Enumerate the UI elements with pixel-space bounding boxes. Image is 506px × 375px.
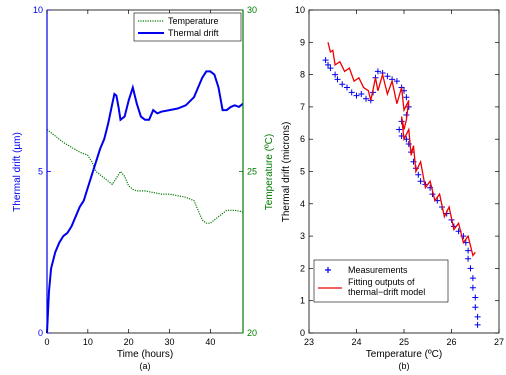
measurement-point [353, 92, 360, 99]
panel-b-ytick-label: 3 [300, 231, 305, 241]
panel-b-xtick-label: 23 [304, 337, 314, 347]
series-line-temperature [46, 129, 244, 224]
panel-b-ytick-label: 2 [300, 263, 305, 273]
measurement-point [472, 294, 479, 301]
legend-label-line: thermal−drift model [348, 287, 425, 297]
panel-b-xtick-label: 26 [446, 337, 456, 347]
measurement-point [469, 275, 476, 282]
measurement-point [474, 321, 481, 328]
panel-b-ytick-label: 4 [300, 199, 305, 209]
measurement-point [393, 78, 400, 85]
panel-a-frame [46, 9, 244, 334]
panel-b-ytick-label: 0 [300, 328, 305, 338]
panel-a-xtick-label: 10 [83, 337, 93, 347]
measurement-point [465, 255, 472, 262]
measurement-point [396, 126, 403, 133]
measurement-point [469, 284, 476, 291]
panel-a-legend: Temperature Thermal drift [133, 12, 242, 42]
panel-a-caption: (a) [140, 361, 151, 371]
panel-b-ytick-label: 6 [300, 134, 305, 144]
measurement-point [465, 247, 472, 254]
panel-b-ytick-label: 5 [300, 167, 305, 177]
panel-b-ylabel: Thermal drift (microns) [281, 122, 292, 223]
panel-b-ytick-label: 10 [295, 5, 305, 15]
panel-b-legend-label: Fitting outputs of thermal−drift model [348, 277, 425, 297]
measurement-point [384, 73, 391, 80]
panel-a-ytick-left-label: 0 [38, 328, 43, 338]
panel-b-ytick-label: 1 [300, 296, 305, 306]
panel-a-legend-box [133, 12, 242, 42]
measurement-point [417, 178, 424, 185]
measurement-point [325, 61, 331, 68]
measurement-point [474, 313, 481, 320]
panel-b-ytick-label: 8 [300, 70, 305, 80]
panel-b-legend-marker [325, 267, 331, 273]
measurement-point [334, 76, 341, 83]
panel-a-xtick-label: 40 [205, 337, 215, 347]
measurement-point [358, 91, 365, 97]
panel-b-ytick-label: 9 [300, 37, 305, 47]
panel-a-ytick-right-label: 30 [247, 5, 257, 15]
panel-b-legend-label: Measurements [348, 265, 408, 275]
measurement-point [322, 57, 329, 64]
panel-a-ytick-right-label: 20 [247, 328, 257, 338]
measurement-point [339, 81, 346, 88]
panel-a-legend-label: Thermal drift [168, 28, 219, 38]
panel-b-xtick-label: 27 [494, 337, 504, 347]
panel-b-legend: Measurements Fitting outputs of thermal−dr… [313, 259, 449, 303]
panel-a-legend-label: Temperature [168, 16, 219, 26]
measurement-point [405, 141, 412, 147]
measurement-point [348, 89, 355, 96]
panel-a-ytick-right-label: 25 [247, 167, 257, 177]
measurement-point [403, 94, 410, 101]
panel-a-xtick-label: 30 [164, 337, 174, 347]
panel-a-ytick-left-label: 5 [38, 167, 43, 177]
panel-a-ylabel-left: Thermal drift (µm) [12, 132, 23, 212]
measurement-point [415, 171, 422, 178]
panel-b-xtick-label: 24 [351, 337, 361, 347]
panel-b-xlabel: Temperature (ºC) [366, 349, 442, 360]
measurement-point [344, 84, 350, 91]
measurement-point [472, 304, 479, 311]
panel-b-ytick-label: 7 [300, 102, 305, 112]
legend-label-line: Fitting outputs of [348, 277, 415, 287]
series-line-model-fit [327, 42, 476, 257]
measurement-point [327, 65, 334, 72]
panel-a-xtick-label: 20 [124, 337, 134, 347]
panel-a-chart: 0 10 20 30 40 0 5 10 20 25 30 Temperature Thermal d… [12, 5, 275, 371]
series-line-thermal-drift [46, 70, 244, 334]
panel-b-xtick-label: 25 [399, 337, 409, 347]
panel-a-ylabel-right: Temperature (ºC) [264, 134, 275, 210]
measurement-point [332, 71, 339, 78]
measurement-point [467, 265, 474, 272]
panel-b-legend-box [313, 259, 449, 303]
panel-a-xtick-label: 0 [44, 337, 49, 347]
measurement-point [374, 68, 381, 75]
panel-a-xlabel: Time (hours) [117, 349, 173, 360]
measurement-point [363, 95, 369, 102]
panel-b-caption: (b) [399, 361, 410, 371]
panel-a-ytick-left-label: 10 [33, 5, 43, 15]
